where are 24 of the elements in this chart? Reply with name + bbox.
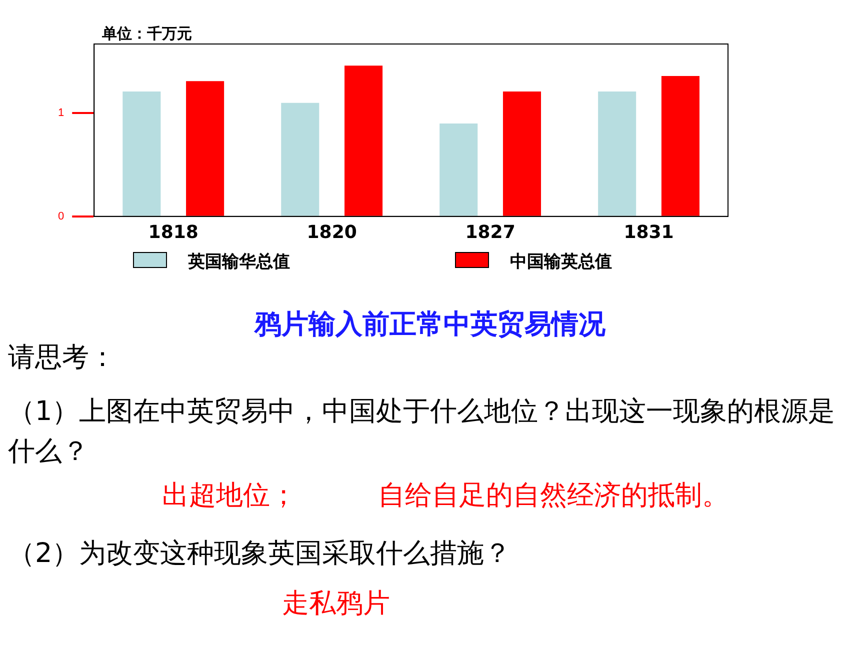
y-tick-label: 1 [58, 107, 64, 120]
text: （1）上图在中英贸易中，中国处于什么地位？出现这一现象的根源是什么？ [8, 395, 836, 469]
bar [598, 91, 636, 216]
y-axis-title: 单位：千万元 [101, 24, 192, 42]
bar [281, 102, 320, 216]
text: 走私鸦片 [282, 587, 391, 621]
x-tick-label: 1827 [465, 222, 516, 243]
text: 鸦片输入前正常中英贸易情况 [253, 308, 606, 342]
text: 出超地位； [162, 480, 297, 511]
y-tick-label: 0 [58, 210, 64, 222]
text: 自给自足的自然经济的抵制。 [378, 479, 730, 513]
bar [440, 123, 478, 216]
bar [502, 91, 542, 216]
legend-label: 英国输华总值 [188, 251, 290, 273]
text: （2）为改变这种现象英国采取什么措施？ [8, 537, 512, 571]
bar [661, 76, 700, 216]
x-tick-label: 1820 [306, 222, 357, 243]
bar [344, 66, 383, 216]
bar [122, 91, 161, 216]
text: 请思考： [8, 342, 116, 373]
bar [186, 81, 224, 216]
x-tick-label: 1831 [624, 222, 674, 243]
legend-label: 中国输英总值 [510, 251, 612, 273]
x-tick-label: 1818 [148, 222, 198, 243]
